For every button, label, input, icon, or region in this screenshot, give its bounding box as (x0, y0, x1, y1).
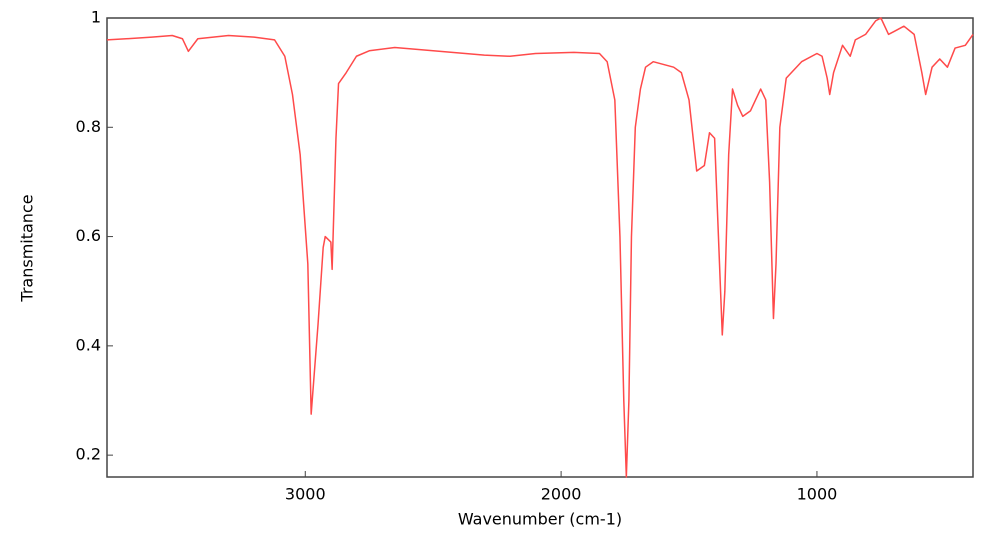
y-axis-label: Transmitance (18, 194, 37, 302)
y-tick-label: 1 (91, 8, 101, 27)
y-tick-label: 0.4 (76, 335, 101, 354)
plot-frame (106, 17, 974, 478)
x-tick-label: 2000 (541, 485, 582, 504)
spectrum-line (106, 17, 974, 478)
x-axis-label: Wavenumber (cm-1) (458, 510, 622, 529)
x-tick-label: 1000 (797, 485, 838, 504)
x-tick-label: 3000 (285, 485, 326, 504)
y-tick-label: 0.2 (76, 445, 101, 464)
y-tick-label: 0.8 (76, 117, 101, 136)
y-tick-label: 0.6 (76, 226, 101, 245)
